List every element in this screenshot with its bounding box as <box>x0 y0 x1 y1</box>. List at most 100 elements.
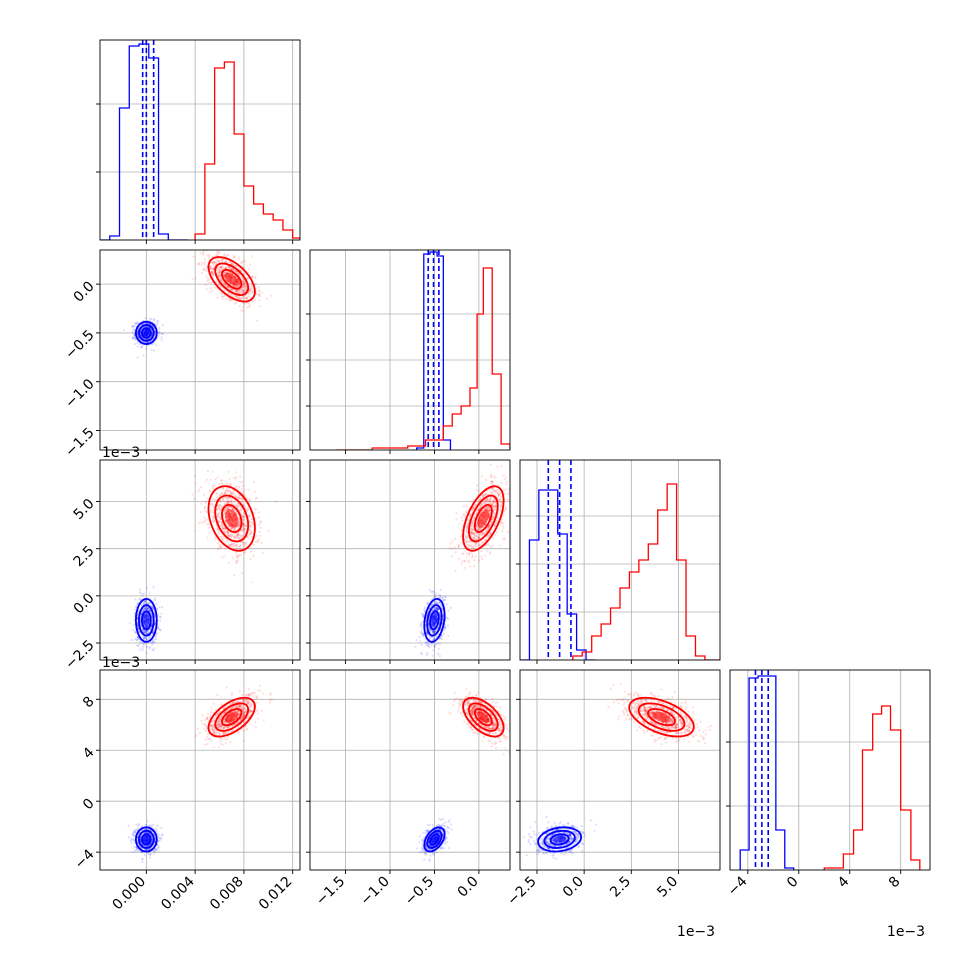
blue-density-core <box>143 329 150 337</box>
sample-point <box>222 498 225 501</box>
sample-point <box>495 531 499 534</box>
sample-point <box>240 536 243 539</box>
sample-point <box>236 289 239 292</box>
sample-point <box>224 259 227 262</box>
sample-point <box>490 480 493 483</box>
sample-point <box>221 268 224 271</box>
sample-point <box>140 603 143 607</box>
sample-point <box>243 302 246 306</box>
sample-point <box>489 475 492 478</box>
sample-point <box>486 498 489 501</box>
sample-point <box>421 633 424 636</box>
sample-point <box>428 628 431 632</box>
sample-point <box>213 261 216 264</box>
sample-point <box>437 601 440 604</box>
sample-point <box>158 616 161 619</box>
sample-point <box>226 507 229 510</box>
sample-point <box>498 498 501 501</box>
sample-point <box>146 607 149 610</box>
sample-point <box>238 522 241 526</box>
sample-point <box>143 599 146 603</box>
sample-point <box>426 652 429 655</box>
sample-point <box>208 253 211 257</box>
sample-point <box>470 556 474 559</box>
panel-content <box>100 40 300 240</box>
sample-point <box>438 593 441 596</box>
sample-point <box>135 338 138 341</box>
sample-point <box>213 520 216 523</box>
sample-point <box>220 295 223 298</box>
sample-point <box>152 631 155 634</box>
sample-point <box>493 489 496 492</box>
sample-point <box>425 632 428 635</box>
sample-point <box>420 631 424 634</box>
sample-point <box>217 542 220 545</box>
sample-point <box>433 630 436 633</box>
sample-point <box>226 532 229 535</box>
sample-point <box>145 606 148 609</box>
sample-point <box>438 654 441 658</box>
sample-point <box>492 492 495 495</box>
sample-point <box>243 289 246 292</box>
sample-point <box>219 277 222 280</box>
sample-point <box>136 644 139 647</box>
sample-point <box>239 509 242 512</box>
sample-point <box>210 503 214 507</box>
sample-point <box>435 635 438 638</box>
sample-point <box>133 324 136 328</box>
sample-point <box>421 612 424 616</box>
sample-point <box>446 624 450 627</box>
sample-point <box>238 522 241 525</box>
sample-point <box>206 276 209 280</box>
sample-point <box>436 608 439 611</box>
sample-point <box>232 544 236 548</box>
sample-point <box>436 602 439 605</box>
sample-point <box>478 534 481 537</box>
sample-point <box>490 502 493 505</box>
sample-point <box>227 490 230 493</box>
sample-point <box>237 502 240 505</box>
sample-point <box>151 343 154 346</box>
panel-frame <box>99 39 301 241</box>
sample-point <box>480 549 483 553</box>
sample-point <box>460 516 463 519</box>
sample-point <box>483 531 486 535</box>
sample-point <box>219 266 223 269</box>
sample-point <box>242 281 245 284</box>
sample-point <box>472 506 475 510</box>
sample-point <box>238 497 241 500</box>
sample-point <box>205 478 209 481</box>
sample-point <box>141 594 144 597</box>
sample-point <box>224 507 228 510</box>
sample-point <box>149 628 152 631</box>
sample-point <box>161 332 164 335</box>
sample-point <box>250 275 254 278</box>
sample-point <box>243 528 246 531</box>
sample-point <box>152 641 155 644</box>
sample-point <box>451 540 454 543</box>
sample-point <box>223 530 226 534</box>
sample-point <box>464 536 467 539</box>
sample-point <box>232 542 236 545</box>
sample-point <box>137 321 140 324</box>
sample-point <box>493 505 496 508</box>
sample-point <box>494 522 497 525</box>
sample-point <box>221 524 224 528</box>
sample-point <box>226 530 230 534</box>
sample-point <box>436 606 439 609</box>
sample-point <box>418 636 421 639</box>
sample-point <box>489 463 493 466</box>
sample-point <box>238 298 241 301</box>
sample-point <box>200 264 204 267</box>
sample-point <box>231 501 234 504</box>
sample-point <box>484 499 487 502</box>
sample-point <box>238 284 241 287</box>
sample-point <box>491 487 494 490</box>
sample-point <box>229 506 232 509</box>
sample-point <box>247 292 250 295</box>
sample-point <box>238 305 241 308</box>
panel-content <box>414 463 510 658</box>
sample-point <box>228 544 231 547</box>
sample-point <box>494 504 497 507</box>
sample-point <box>207 256 211 259</box>
